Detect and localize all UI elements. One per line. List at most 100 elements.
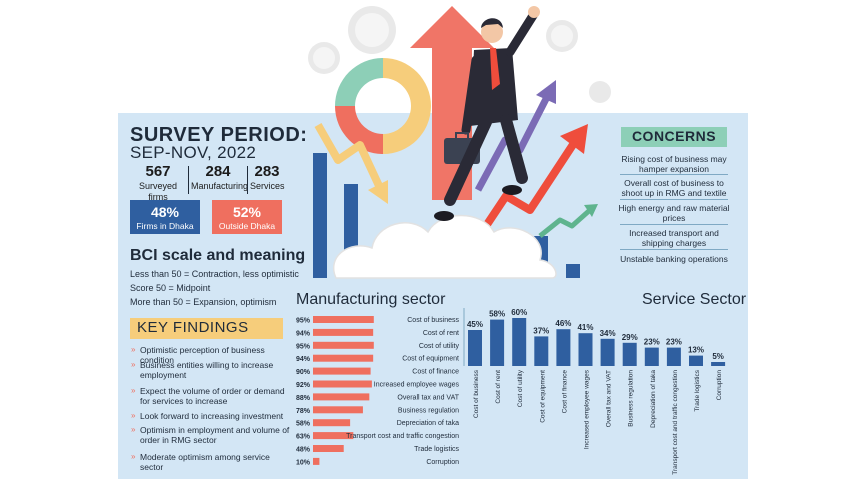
divider <box>620 224 728 225</box>
svc-bar <box>689 355 703 366</box>
key-finding-item: » Business entities willing to increase e… <box>131 360 291 380</box>
cloud-icon <box>333 214 557 279</box>
mfg-bar <box>313 316 374 323</box>
svc-bar <box>600 338 615 366</box>
manufacturing-bar-chart: 95% Cost of business 94% Cost of rent 95% Cos… <box>296 316 460 466</box>
divider <box>620 199 728 200</box>
up-arrow-icon <box>410 6 494 200</box>
svc-value-label: 34% <box>600 329 616 338</box>
mfg-category-label: Trade logistics <box>414 446 459 453</box>
divider <box>620 249 728 250</box>
svc-bar <box>644 347 659 366</box>
key-finding-text: Moderate optimism among service sector <box>140 452 270 472</box>
svc-category-label: Cost of finance <box>561 370 568 414</box>
double-chevron-icon: » <box>131 345 136 354</box>
svc-category-label: Cost of business <box>473 369 480 418</box>
mfg-category-label: Transport cost and traffic congestion <box>346 433 459 440</box>
stat-surveyed-firms: 567 Surveyed firms <box>130 163 186 203</box>
svc-value-label: 13% <box>688 346 704 355</box>
svc-value-label: 45% <box>467 320 483 329</box>
mfg-bar <box>313 328 374 336</box>
concern-item: Increased transport and shipping charges <box>629 228 719 248</box>
survey-period-title: SURVEY PERIOD: <box>130 124 308 146</box>
mfg-bar <box>313 419 351 427</box>
stat-value: 283 <box>254 163 280 180</box>
key-finding-item: » Expect the volume of order or demand fo… <box>131 386 291 406</box>
svc-value-label: 23% <box>644 338 660 347</box>
concern-item: Overall cost of business to shoot up in … <box>621 178 727 198</box>
trend-arrow-icon <box>538 208 592 238</box>
mfg-category-label: Depreciation of taka <box>397 420 459 427</box>
survey-period-dates: SEP-NOV, 2022 <box>130 143 257 162</box>
svc-bar <box>578 333 593 366</box>
mfg-bar <box>313 393 370 401</box>
mfg-category-label: Increased employee wages <box>374 382 460 389</box>
svc-bar <box>666 347 681 366</box>
svc-category-label: Cost of utility <box>517 369 524 407</box>
mfg-bar <box>313 445 344 452</box>
svc-value-label: 5% <box>712 352 724 361</box>
mfg-bar <box>313 354 374 362</box>
svc-category-label: Cost of equipment <box>539 370 546 423</box>
svc-category-label: Increased employee wages <box>584 369 591 449</box>
donut-chart-icon <box>383 58 431 106</box>
bci-line: Less than 50 = Contraction, less optimis… <box>130 269 299 279</box>
svc-value-label: 58% <box>489 310 505 319</box>
key-findings-header-box <box>130 318 283 339</box>
svc-value-label: 60% <box>511 308 527 317</box>
mfg-bar <box>313 406 363 414</box>
mfg-value-label: 90% <box>296 369 311 376</box>
mfg-category-label: Cost of utility <box>419 343 460 350</box>
outside-dhaka-box: 52% Outside Dhaka <box>212 200 282 234</box>
svc-category-label: Business regulation <box>628 370 635 427</box>
mfg-value-label: 95% <box>296 318 311 325</box>
firms-in-dhaka-label: Firms in Dhaka <box>136 221 194 231</box>
mfg-bar <box>313 341 374 349</box>
svc-bar <box>468 330 482 366</box>
mfg-value-label: 94% <box>296 356 311 363</box>
stat-value: 567 <box>145 163 171 180</box>
stat-label: Manufacturing <box>191 181 249 191</box>
key-finding-text: Look forward to increasing investment <box>140 411 284 421</box>
svc-bar <box>622 342 637 366</box>
mfg-category-label: Overall tax and VAT <box>397 394 459 401</box>
mfg-value-label: 78% <box>296 408 311 415</box>
svc-value-label: 37% <box>533 326 549 335</box>
key-finding-text: Optimistic perception of business condit… <box>140 345 265 365</box>
svc-category-label: Transport cost and traffic congestion <box>672 370 679 475</box>
outside-dhaka-value: 52% <box>232 204 262 220</box>
stat-manufacturing: 284 Manufacturing <box>191 163 249 192</box>
mfg-value-label: 48% <box>296 447 311 454</box>
concerns-header-box <box>621 127 727 147</box>
column-icon <box>566 264 580 278</box>
mfg-value-label: 10% <box>296 459 311 466</box>
mfg-category-label: Cost of business <box>407 317 459 324</box>
key-finding-item: » Moderate optimism among service sector <box>131 452 291 472</box>
svc-bar <box>490 319 505 366</box>
svc-bar <box>556 329 571 366</box>
mfg-bar <box>313 367 371 375</box>
businessman-icon <box>434 6 540 221</box>
svc-value-label: 46% <box>555 319 571 328</box>
manufacturing-chart-title: Manufacturing sector <box>296 291 446 308</box>
trend-arrow-icon <box>466 137 580 253</box>
svc-bar <box>534 336 549 366</box>
mfg-value-label: 92% <box>296 382 311 389</box>
svc-category-label: Corruption <box>716 370 723 401</box>
concern-item: Rising cost of business may hamper expan… <box>621 154 727 174</box>
svc-value-label: 29% <box>622 333 638 342</box>
divider <box>188 166 189 194</box>
mfg-category-label: Cost of finance <box>412 369 459 376</box>
key-finding-text: Expect the volume of order or demand for… <box>140 386 285 406</box>
outside-dhaka-label: Outside Dhaka <box>218 221 276 231</box>
bubble-icon <box>589 81 611 103</box>
svc-category-label: Overall tax and VAT <box>606 370 613 427</box>
svc-category-label: Depreciation of taka <box>650 370 657 428</box>
double-chevron-icon: » <box>131 411 136 420</box>
key-finding-item: » Optimism in employment and volume of or… <box>131 425 291 445</box>
svc-category-label: Trade logistics <box>694 369 701 411</box>
service-chart-title: Service Sector <box>642 291 747 308</box>
divider <box>620 174 728 175</box>
